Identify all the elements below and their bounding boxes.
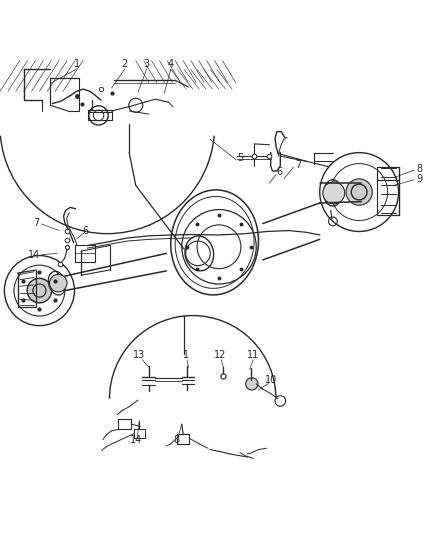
Text: 12: 12 [214, 350, 226, 360]
Text: 10: 10 [265, 375, 278, 385]
Text: 8: 8 [417, 164, 423, 174]
Circle shape [27, 278, 52, 303]
Text: 13: 13 [133, 350, 145, 360]
Circle shape [323, 182, 345, 204]
Text: 8: 8 [173, 435, 179, 446]
Text: 14: 14 [28, 249, 40, 260]
Text: 7: 7 [33, 217, 39, 228]
Text: 6: 6 [82, 225, 88, 236]
Text: 6: 6 [276, 167, 283, 177]
Text: 4: 4 [168, 59, 174, 69]
Text: 1: 1 [183, 350, 189, 360]
Text: 7: 7 [295, 160, 301, 170]
Text: 3: 3 [144, 59, 150, 69]
Circle shape [246, 378, 258, 390]
Text: 2: 2 [122, 59, 128, 69]
Text: 9: 9 [417, 174, 423, 184]
Circle shape [49, 274, 67, 292]
Circle shape [346, 179, 372, 205]
Text: 5: 5 [237, 153, 243, 163]
Text: 11: 11 [247, 350, 259, 360]
Text: 1: 1 [74, 59, 80, 69]
Text: 14: 14 [130, 435, 142, 446]
